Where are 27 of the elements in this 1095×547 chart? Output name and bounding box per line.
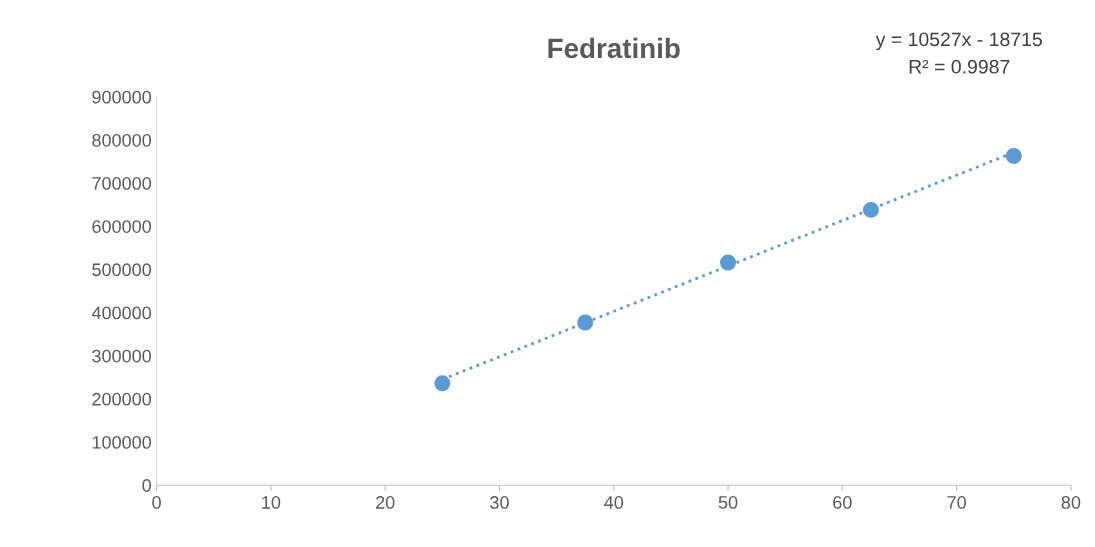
x-tick-label: 0 [152,496,161,509]
point [862,201,879,218]
x-tick-label: 80 [1061,496,1081,509]
y-tick-label: 0 [142,479,152,492]
y-tick-label: 700000 [92,177,152,190]
x-tick-label: 60 [833,496,852,509]
y-tick-label: 300000 [92,349,152,363]
y-tick-label: 200000 [92,392,152,406]
x-tick-label: 10 [262,496,281,509]
y-tick-label: 500000 [92,263,152,277]
chart-title: Fedratinib [548,37,680,59]
text: R² = 0.9987 [909,59,1010,74]
point [577,314,594,331]
y-tick-label: 900000 [92,90,152,104]
text: y = 10527x - 18715 [875,32,1042,51]
x-tick-label: 30 [490,496,509,509]
x-tick-label: 50 [718,496,738,509]
y-tick-label: 800000 [92,133,152,147]
y-tick-label: 400000 [91,306,152,320]
y-tick-label: 100000 [92,435,152,449]
y-tick-label: 600000 [92,220,152,233]
point [434,375,451,392]
point [1005,147,1022,164]
x-tick-label: 40 [604,496,624,509]
x-tick-label: 70 [947,496,966,509]
point [720,254,737,271]
x-tick-label: 20 [376,496,395,509]
